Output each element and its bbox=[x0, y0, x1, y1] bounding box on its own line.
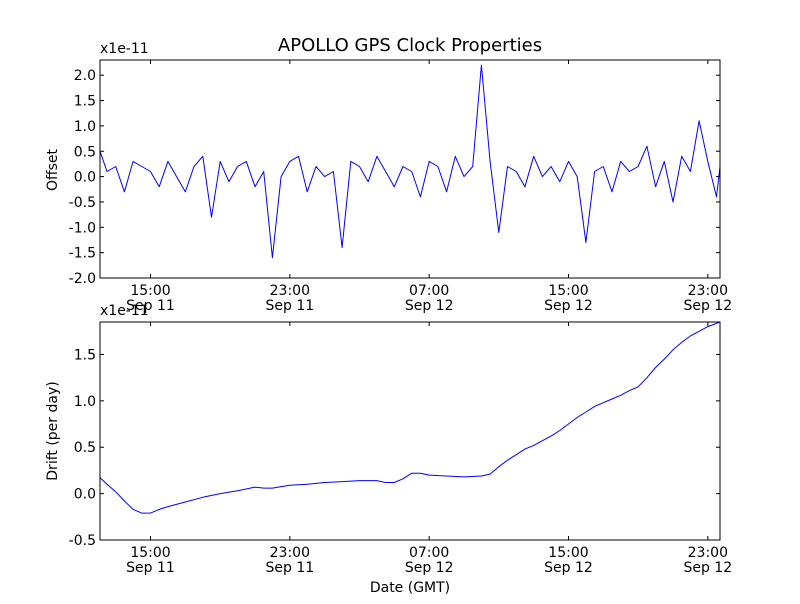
offset-multiplier: x1e-11 bbox=[100, 41, 149, 57]
drift-y-tick-label: 0.0 bbox=[74, 487, 96, 503]
offset-y-tick-label: -1.0 bbox=[69, 220, 96, 236]
offset-series-line bbox=[99, 64, 721, 259]
offset-x-tick-label-date: Sep 11 bbox=[266, 298, 315, 314]
offset-x-tick-label-time: 23:00 bbox=[270, 283, 310, 299]
drift-y-tick-label: 1.0 bbox=[74, 394, 96, 410]
offset-x-tick-label-time: 23:00 bbox=[688, 283, 728, 299]
drift-x-tick-label-time: 15:00 bbox=[548, 545, 588, 561]
offset-y-tick-label: 1.0 bbox=[74, 119, 96, 135]
offset-y-tick-label: 2.0 bbox=[74, 68, 96, 84]
offset-x-tick-label-time: 07:00 bbox=[409, 283, 449, 299]
offset-y-tick-label: 1.5 bbox=[74, 94, 96, 110]
drift-x-tick-label-date: Sep 11 bbox=[266, 560, 315, 576]
x-axis-label: Date (GMT) bbox=[370, 580, 450, 596]
drift-x-tick-label-date: Sep 12 bbox=[683, 560, 732, 576]
offset-x-tick-label-date: Sep 11 bbox=[126, 298, 175, 314]
drift-x-tick-label-date: Sep 12 bbox=[544, 560, 593, 576]
drift-axes-frame bbox=[99, 321, 721, 541]
drift-x-tick-label-time: 15:00 bbox=[130, 545, 170, 561]
offset-x-tick-label-date: Sep 12 bbox=[405, 298, 454, 314]
drift-x-tick-label-time: 23:00 bbox=[688, 545, 728, 561]
chart-title: APOLLO GPS Clock Properties bbox=[278, 35, 542, 56]
offset-axes-frame bbox=[99, 59, 721, 279]
offset-x-tick-label-date: Sep 12 bbox=[683, 298, 732, 314]
offset-x-tick-label-time: 15:00 bbox=[548, 283, 588, 299]
offset-x-tick-label-date: Sep 12 bbox=[544, 298, 593, 314]
offset-y-tick-label: 0.0 bbox=[74, 170, 96, 186]
offset-plot-area bbox=[99, 64, 721, 259]
drift-panel: x1e-11 Drift (per day) -0.5 0.0 0.5 1.0 1.5 1… bbox=[45, 303, 732, 576]
drift-y-tick-label: -0.5 bbox=[69, 533, 96, 549]
offset-ticks: -2.0-1.5-1.0-0.50.00.51.01.52.015:00Sep … bbox=[69, 60, 732, 314]
drift-y-tick-label: 0.5 bbox=[74, 440, 96, 456]
offset-x-tick-label-time: 15:00 bbox=[130, 283, 170, 299]
drift-y-tick-label: 1.5 bbox=[74, 347, 96, 363]
offset-y-tick-label: 0.5 bbox=[74, 144, 96, 160]
drift-y-label: Drift (per day) bbox=[45, 381, 61, 480]
drift-series-line bbox=[99, 321, 721, 514]
drift-x-tick-label-date: Sep 11 bbox=[126, 560, 175, 576]
offset-panel: x1e-11 Offset -2.0 -1.5 -1.0 -0.5 0.0 0.5 1.0 1… bbox=[45, 41, 732, 314]
drift-multiplier: x1e-11 bbox=[100, 303, 149, 319]
drift-x-tick-label-time: 07:00 bbox=[409, 545, 449, 561]
offset-y-tick-label: -2.0 bbox=[69, 271, 96, 287]
offset-y-tick-label: -1.5 bbox=[69, 246, 96, 262]
drift-x-tick-label-time: 23:00 bbox=[270, 545, 310, 561]
offset-y-tick-label: -0.5 bbox=[69, 195, 96, 211]
offset-y-label: Offset bbox=[45, 148, 61, 191]
drift-x-tick-label-date: Sep 12 bbox=[405, 560, 454, 576]
drift-plot-area bbox=[99, 321, 721, 514]
